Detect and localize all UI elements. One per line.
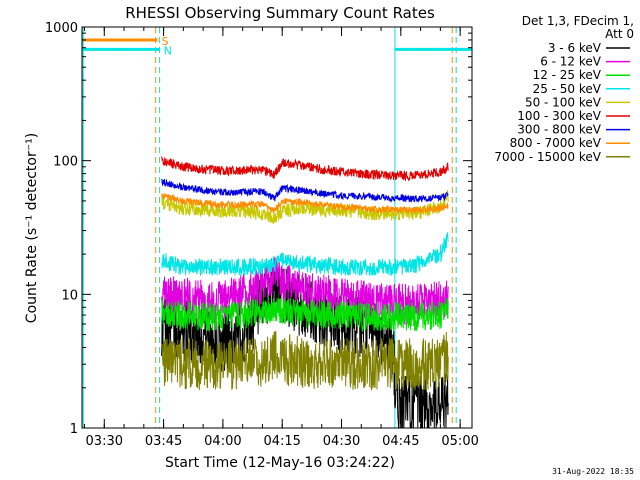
y-tick-label: 10 [61,288,78,303]
series-layer [161,156,449,429]
legend-entry-label: 7000 - 15000 keV [494,150,601,164]
legend-entry-label: 6 - 12 keV [540,55,602,69]
legend-header: Det 1,3, FDecim 1, [522,14,634,28]
y-tick-label: 1000 [45,21,78,36]
y-tick-label: 1 [70,422,78,437]
x-tick-label: 04:45 [382,434,419,449]
series-line [161,296,449,332]
legend-entry-label: 50 - 100 keV [525,95,602,109]
x-tick-label: 03:30 [86,434,123,449]
series-line [161,192,449,215]
x-axis-label: Start Time (12-May-16 03:24:22) [165,455,395,471]
legend-header: Att 0 [605,27,634,41]
x-tick-label: 04:00 [204,434,241,449]
timestamp: 31-Aug-2022 18:35 [552,467,634,476]
legend-entry-label: 3 - 6 keV [548,41,602,55]
flag-label: N [164,44,172,57]
plot-frame [81,26,473,429]
legend-entry-label: 100 - 300 keV [517,109,601,123]
series-line [161,256,449,326]
legend-entry-label: 300 - 800 keV [517,123,601,137]
flag-label: S [162,35,169,48]
legend-entry-label: 25 - 50 keV [533,82,602,96]
series-line [161,331,449,391]
x-tick-label: 04:15 [263,434,300,449]
y-axis-label: Count Rate (s⁻¹ detector⁻¹) [24,133,40,323]
series-line [161,232,449,277]
series-line [161,178,449,204]
x-tick-label: 05:00 [441,434,478,449]
x-tick-label: 04:30 [323,434,360,449]
chart-title: RHESSI Observing Summary Count Rates [125,4,435,22]
x-tick-label: 03:45 [145,434,182,449]
legend-entry-label: 800 - 7000 keV [510,136,602,150]
legend-entry-label: 12 - 25 keV [533,68,602,82]
axes-layer: 1 10 100 1000 03:30 03:45 04:00 04:15 04:30 04:45… [45,21,479,449]
series-line [161,156,449,182]
y-tick-label: 100 [53,155,78,170]
